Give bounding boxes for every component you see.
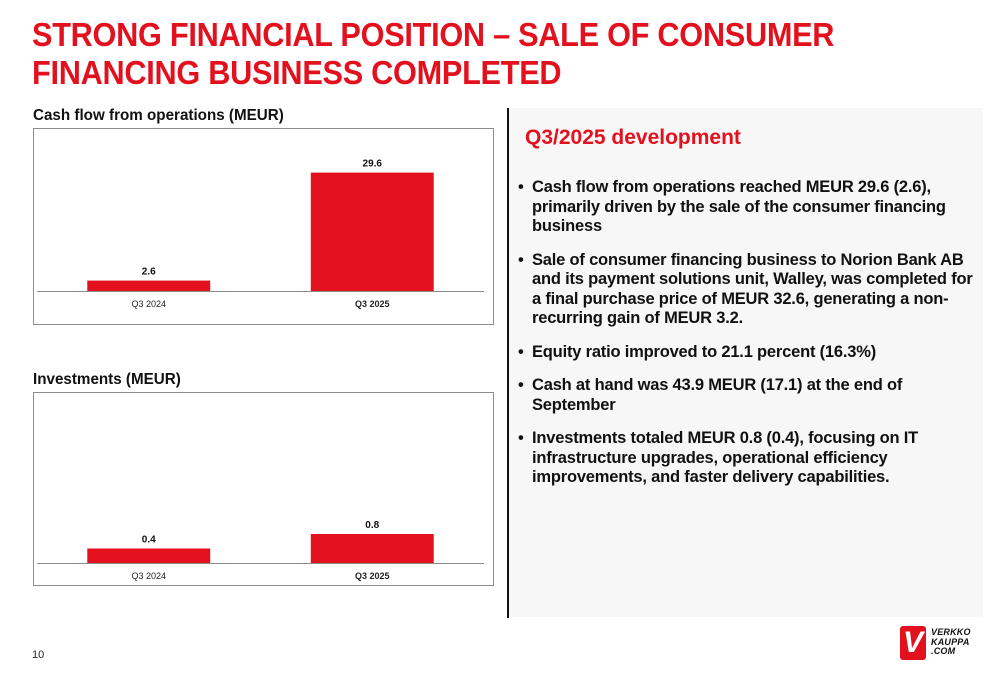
- logo-text-line-1: VERKKO: [931, 627, 971, 637]
- bullet-item: • Sale of consumer financing business to …: [517, 251, 977, 329]
- vertical-divider: [507, 108, 509, 618]
- panel-heading: Q3/2025 development: [525, 126, 741, 149]
- investments-chart-svg: 0.4 Q3 2024 0.8 Q3 2025: [37, 520, 484, 581]
- investments-x-tick-label: Q3 2025: [355, 571, 390, 581]
- cash-flow-chart-title: Cash flow from operations (MEUR): [33, 107, 284, 124]
- logo-wordmark: VERKKO KAUPPA .COM: [931, 627, 971, 657]
- development-bullet-list: • Cash flow from operations reached MEUR …: [517, 178, 977, 502]
- slide-title-line-1: STRONG FINANCIAL POSITION – SALE OF CONS…: [32, 16, 835, 53]
- verkkokauppa-logo: V VERKKO KAUPPA .COM: [900, 626, 971, 660]
- bullet-text: Investments totaled MEUR 0.8 (0.4), focu…: [532, 429, 919, 486]
- bullet-text: Cash flow from operations reached MEUR 2…: [532, 178, 946, 235]
- investments-x-tick-label: Q3 2024: [131, 571, 166, 581]
- bullet-item: • Cash at hand was 43.9 MEUR (17.1) at th…: [517, 376, 977, 415]
- investments-chart-title: Investments (MEUR): [33, 371, 181, 388]
- cash-flow-bar-q3-2024: [87, 280, 211, 291]
- bullet-dot-icon: •: [518, 429, 524, 447]
- investments-data-label: 0.4: [142, 535, 156, 546]
- bullet-text: Equity ratio improved to 21.1 percent (1…: [532, 342, 877, 361]
- cash-flow-data-label: 2.6: [142, 267, 156, 278]
- bullet-dot-icon: •: [518, 376, 524, 394]
- cash-flow-x-tick-label: Q3 2025: [355, 299, 390, 309]
- development-panel: Q3/2025 development • Cash flow from oper…: [509, 108, 983, 617]
- investments-chart: 0.4 Q3 2024 0.8 Q3 2025: [33, 392, 494, 586]
- slide-title: STRONG FINANCIAL POSITION – SALE OF CONS…: [32, 16, 869, 92]
- bullet-dot-icon: •: [518, 342, 524, 361]
- investments-bar-q3-2024: [87, 548, 211, 563]
- slide-title-line-2: FINANCING BUSINESS COMPLETED: [32, 54, 562, 91]
- bullet-text: Cash at hand was 43.9 MEUR (17.1) at the…: [532, 376, 903, 414]
- bullet-dot-icon: •: [518, 250, 524, 269]
- logo-text-line-3: .COM: [931, 646, 956, 656]
- bullet-item: • Investments totaled MEUR 0.8 (0.4), foc…: [517, 429, 977, 488]
- investments-data-label: 0.8: [365, 520, 379, 531]
- bullet-item: • Cash flow from operations reached MEUR …: [517, 178, 977, 237]
- bullet-text: Sale of consumer financing business to N…: [532, 250, 973, 328]
- bullet-dot-icon: •: [518, 178, 524, 196]
- page-number: 10: [32, 649, 45, 661]
- bullet-item: • Equity ratio improved to 21.1 percent (…: [517, 343, 977, 363]
- cash-flow-chart: 2.6 Q3 2024 29.6 Q3 2025: [33, 128, 494, 325]
- cash-flow-chart-svg: 2.6 Q3 2024 29.6 Q3 2025: [37, 159, 484, 309]
- cash-flow-data-label: 29.6: [363, 159, 383, 170]
- verkkokauppa-v-logo-icon: V: [900, 626, 926, 660]
- investments-bar-q3-2025: [310, 534, 434, 563]
- cash-flow-bar-q3-2025: [310, 172, 434, 291]
- logo-text-line-2: KAUPPA: [931, 636, 970, 647]
- cash-flow-x-tick-label: Q3 2024: [131, 299, 166, 309]
